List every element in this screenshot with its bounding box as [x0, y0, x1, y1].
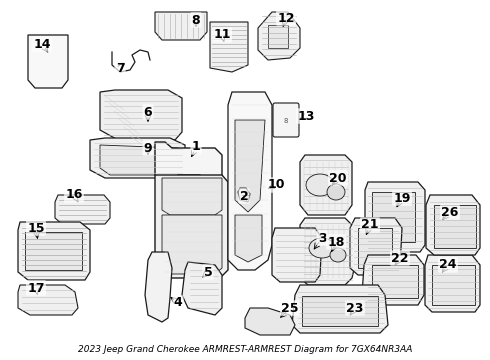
Polygon shape — [372, 192, 415, 242]
Polygon shape — [258, 12, 300, 60]
Text: 21: 21 — [361, 219, 379, 231]
Polygon shape — [434, 205, 476, 248]
Text: 24: 24 — [439, 258, 457, 271]
Polygon shape — [358, 228, 392, 268]
Polygon shape — [365, 182, 425, 252]
Polygon shape — [300, 155, 352, 215]
Polygon shape — [268, 25, 288, 48]
Text: 10: 10 — [267, 179, 285, 192]
Polygon shape — [350, 218, 402, 275]
Polygon shape — [18, 285, 78, 315]
Polygon shape — [55, 195, 110, 224]
Text: 14: 14 — [33, 37, 51, 50]
Text: 1: 1 — [192, 140, 200, 153]
Text: 2023 Jeep Grand Cherokee ARMREST-ARMREST Diagram for 7GX64NR3AA: 2023 Jeep Grand Cherokee ARMREST-ARMREST… — [78, 346, 412, 355]
Text: 5: 5 — [204, 266, 212, 279]
Polygon shape — [372, 265, 418, 298]
Text: 20: 20 — [329, 171, 347, 184]
Polygon shape — [228, 92, 272, 270]
Ellipse shape — [330, 248, 346, 262]
Text: 23: 23 — [346, 302, 364, 315]
Text: 17: 17 — [27, 282, 45, 294]
Polygon shape — [162, 215, 222, 274]
Ellipse shape — [306, 174, 334, 196]
Text: 2: 2 — [240, 189, 248, 202]
Polygon shape — [210, 22, 248, 72]
Polygon shape — [300, 218, 355, 285]
Ellipse shape — [309, 238, 335, 258]
Polygon shape — [155, 142, 222, 182]
Text: 6: 6 — [144, 105, 152, 118]
Polygon shape — [238, 188, 250, 202]
Polygon shape — [18, 222, 90, 280]
Text: 16: 16 — [65, 189, 83, 202]
Polygon shape — [362, 255, 424, 305]
Text: 11: 11 — [213, 28, 231, 41]
Polygon shape — [90, 138, 185, 178]
Text: 9: 9 — [144, 141, 152, 154]
Text: 18: 18 — [327, 235, 344, 248]
Ellipse shape — [327, 184, 345, 200]
Text: 13: 13 — [297, 109, 315, 122]
Text: 26: 26 — [441, 206, 459, 219]
Polygon shape — [155, 12, 207, 40]
Polygon shape — [302, 296, 378, 326]
Text: 22: 22 — [391, 252, 409, 265]
Polygon shape — [235, 120, 265, 212]
Polygon shape — [28, 35, 68, 88]
Polygon shape — [425, 255, 480, 312]
Polygon shape — [292, 285, 388, 333]
Text: 15: 15 — [27, 221, 45, 234]
Polygon shape — [25, 232, 82, 270]
Polygon shape — [100, 90, 182, 140]
Polygon shape — [145, 252, 172, 322]
Polygon shape — [245, 308, 295, 335]
Polygon shape — [182, 262, 222, 315]
Text: 8: 8 — [192, 13, 200, 27]
Polygon shape — [432, 265, 475, 305]
Text: 12: 12 — [277, 12, 295, 24]
Polygon shape — [155, 175, 228, 278]
Text: 25: 25 — [281, 302, 299, 315]
Text: 8: 8 — [284, 118, 288, 124]
Polygon shape — [235, 215, 262, 262]
FancyBboxPatch shape — [273, 103, 299, 137]
Text: 19: 19 — [393, 192, 411, 204]
Text: 4: 4 — [173, 297, 182, 310]
Polygon shape — [426, 195, 480, 255]
Polygon shape — [100, 145, 178, 175]
Polygon shape — [272, 228, 322, 282]
Text: 7: 7 — [116, 62, 124, 75]
Text: 3: 3 — [318, 231, 326, 244]
Polygon shape — [162, 178, 222, 215]
